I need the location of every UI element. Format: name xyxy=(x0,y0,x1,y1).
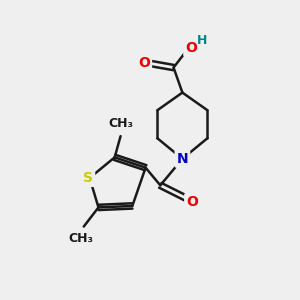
Text: O: O xyxy=(185,41,197,55)
Text: CH₃: CH₃ xyxy=(108,117,133,130)
Text: N: N xyxy=(177,152,188,166)
Text: O: O xyxy=(138,56,150,70)
Text: H: H xyxy=(197,34,208,47)
Text: CH₃: CH₃ xyxy=(68,232,93,245)
Text: S: S xyxy=(83,171,93,185)
Text: O: O xyxy=(186,195,198,209)
